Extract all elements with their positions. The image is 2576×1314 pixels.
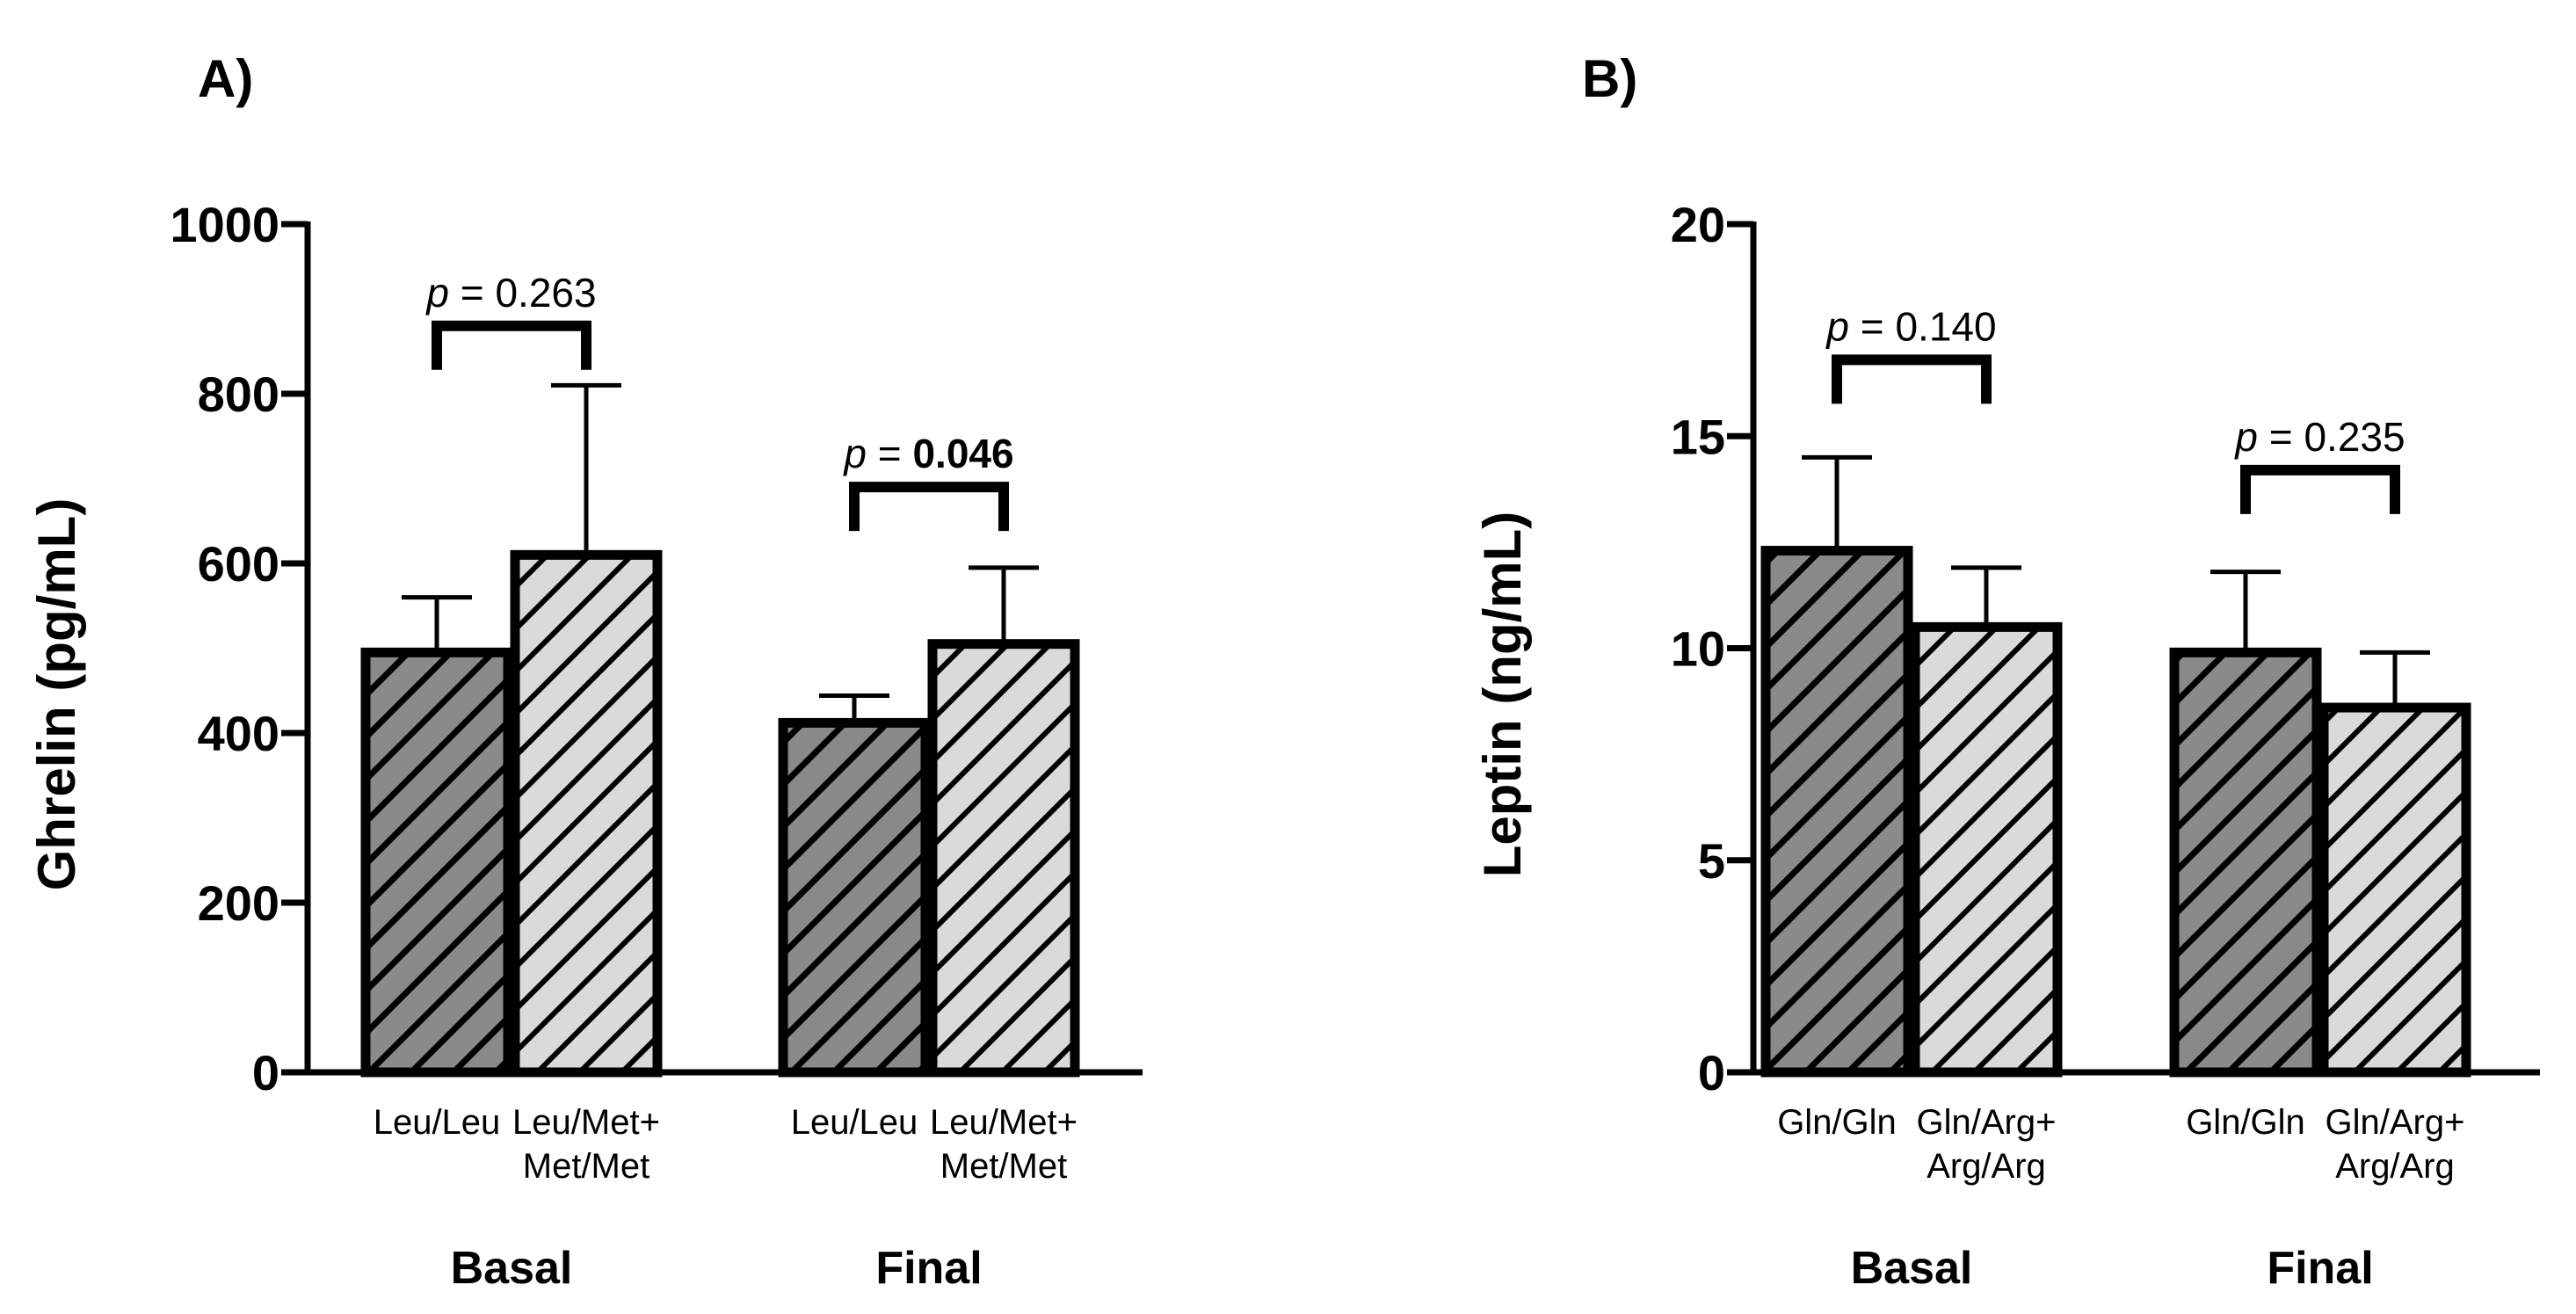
p-value-label: p = 0.046 <box>842 431 1013 476</box>
category-label: Gln/Arg+ Arg/Arg <box>1917 1103 2057 1186</box>
marks: Leu/Leu Leu/Met+ Met/Met Basal p = 0.263 Leu/… <box>360 270 1080 1294</box>
y-axis-label: Leptin (ng/mL) <box>1473 512 1532 878</box>
bar-final-carrier <box>927 639 1080 1078</box>
p-value-label: p = 0.263 <box>424 270 596 316</box>
bar-basal-homozygous <box>1760 546 1913 1078</box>
y-tick-label: 5 <box>1698 833 1725 889</box>
p-value-label: p = 0.235 <box>2233 414 2405 460</box>
group-label: Final <box>875 1243 982 1294</box>
category-label: Leu/Met+ Met/Met <box>512 1103 660 1186</box>
panel-a: A) Ghrelin (pg/mL) 0 200 400 600 800 1000 Leu… <box>27 49 1143 1294</box>
category-label: Gln/Gln <box>1777 1103 1897 1142</box>
y-tick-label: 1000 <box>170 197 279 252</box>
y-tick-label: 10 <box>1671 621 1725 677</box>
y-tick-label: 0 <box>1698 1045 1725 1100</box>
y-tick-label: 0 <box>252 1045 279 1100</box>
panel-label: B) <box>1582 49 1637 108</box>
bar-basal-homozygous <box>360 647 513 1078</box>
y-tick-label: 15 <box>1671 409 1725 464</box>
bar-final-homozygous <box>778 717 931 1078</box>
bar-final-homozygous <box>2169 647 2322 1078</box>
bar-final-carrier <box>2318 702 2471 1078</box>
y-tick-label: 400 <box>198 706 279 761</box>
axes: 0 5 10 15 20 <box>1671 197 2540 1100</box>
category-label: Gln/Gln <box>2186 1103 2305 1142</box>
axes: 0 200 400 600 800 1000 <box>170 197 1143 1100</box>
panel-b: B) Leptin (ng/mL) 0 5 10 15 20 Gln/Gln Gln/Ar… <box>1473 49 2540 1294</box>
category-label: Leu/Met+ Met/Met <box>930 1103 1078 1186</box>
group-label: Basal <box>451 1243 573 1294</box>
significance-bracket <box>2240 464 2400 514</box>
marks: Gln/Gln Gln/Arg+ Arg/Arg Basal p = 0.140 Gln/… <box>1760 303 2471 1294</box>
p-value-label: p = 0.140 <box>1825 303 1996 349</box>
y-tick-label: 20 <box>1671 197 1725 252</box>
category-label: Leu/Leu <box>374 1103 501 1142</box>
significance-bracket <box>1832 354 1992 404</box>
panel-label: A) <box>198 49 253 108</box>
y-tick-label: 200 <box>198 875 279 931</box>
y-axis-label: Ghrelin (pg/mL) <box>27 498 86 891</box>
y-tick-label: 600 <box>198 536 279 592</box>
y-tick-label: 800 <box>198 367 279 422</box>
group-label: Final <box>2267 1243 2373 1294</box>
category-label: Gln/Arg+ Arg/Arg <box>2326 1103 2465 1186</box>
bar-basal-carrier <box>1910 621 2063 1078</box>
significance-bracket <box>432 320 591 370</box>
group-label: Basal <box>1851 1243 1973 1294</box>
significance-bracket <box>849 482 1009 532</box>
category-label: Leu/Leu <box>791 1103 918 1142</box>
bar-basal-carrier <box>510 549 663 1078</box>
